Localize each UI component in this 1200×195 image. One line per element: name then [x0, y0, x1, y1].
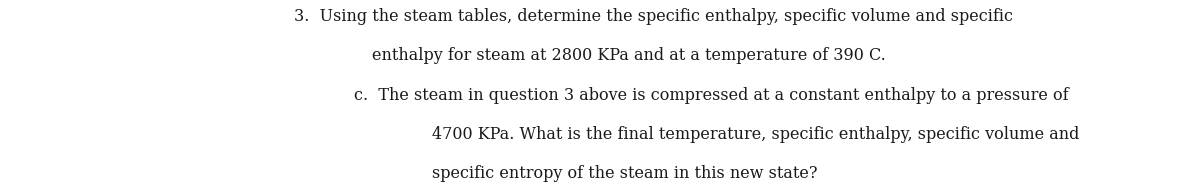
Text: enthalpy for steam at 2800 KPa and at a temperature of 390 C.: enthalpy for steam at 2800 KPa and at a …: [372, 47, 886, 64]
Text: 3.  Using the steam tables, determine the specific enthalpy, specific volume and: 3. Using the steam tables, determine the…: [294, 8, 1013, 25]
Text: 4700 KPa. What is the final temperature, specific enthalpy, specific volume and: 4700 KPa. What is the final temperature,…: [432, 126, 1079, 143]
Text: c.  The steam in question 3 above is compressed at a constant enthalpy to a pres: c. The steam in question 3 above is comp…: [354, 87, 1069, 104]
Text: specific entropy of the steam in this new state?: specific entropy of the steam in this ne…: [432, 165, 817, 182]
